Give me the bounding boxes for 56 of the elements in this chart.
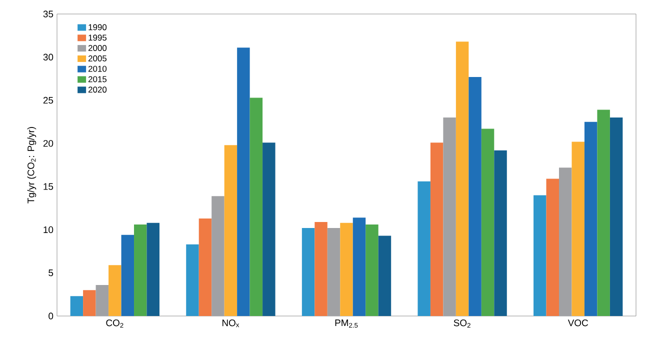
- bar: [134, 224, 147, 316]
- bar: [456, 42, 469, 316]
- legend-label: 1995: [88, 34, 107, 41]
- bar: [572, 142, 584, 316]
- y-tick-label: 15: [44, 183, 54, 190]
- x-tick-label: NO$_{x}$: [222, 320, 240, 328]
- bar: [584, 122, 598, 316]
- bar: [378, 236, 392, 316]
- bar: [121, 234, 134, 316]
- bar: [340, 222, 353, 316]
- bar: [430, 142, 444, 316]
- bar: [302, 228, 315, 316]
- x-tick-label: SO$_{2}$: [454, 320, 470, 328]
- bar: [558, 168, 572, 316]
- bar: [198, 218, 212, 316]
- y-tick-label: 30: [43, 54, 54, 60]
- y-tick-label: 25: [43, 96, 54, 104]
- legend-label: 1990: [88, 24, 107, 30]
- legend-label: 2010: [88, 66, 107, 72]
- bar: [314, 222, 328, 316]
- y-axis-title: Tg/yr (CO$_{2}$: Pg/yr): [27, 127, 36, 204]
- bar: [83, 290, 96, 316]
- legend-label: 2020: [88, 86, 107, 93]
- y-tick-label: 10: [44, 226, 54, 234]
- bar: [250, 98, 263, 316]
- bar: [70, 296, 84, 316]
- bar: [468, 76, 482, 316]
- bar: [481, 128, 494, 316]
- bar: [327, 228, 340, 316]
- y-tick-label: 5: [48, 270, 54, 276]
- x-tick-label: CO$_{2}$: [106, 320, 124, 328]
- x-tick-label: PM$_{2.5}$: [335, 320, 358, 328]
- bar: [262, 142, 276, 316]
- bar: [443, 118, 456, 316]
- x-tick-label: VOC: [568, 320, 588, 326]
- bar: [418, 181, 430, 316]
- y-tick-label: 0: [48, 312, 54, 320]
- legend-label: 2005: [88, 55, 107, 62]
- bar: [108, 265, 122, 316]
- y-tick-label: 35: [43, 10, 54, 18]
- legend-label: 2000: [88, 45, 107, 52]
- bar: [597, 110, 610, 316]
- bar: [224, 145, 238, 316]
- bar: [546, 178, 559, 316]
- y-tick-label: 20: [43, 140, 54, 147]
- bar: [610, 118, 623, 316]
- bar: [186, 244, 199, 316]
- bar: [146, 222, 160, 316]
- bar: [366, 224, 378, 316]
- bar: [494, 150, 507, 316]
- bar: [96, 284, 109, 316]
- legend-label: 2015: [88, 76, 107, 82]
- bar: [237, 48, 250, 316]
- bar: [352, 218, 366, 316]
- bar: [212, 196, 224, 316]
- bar: [534, 195, 546, 316]
